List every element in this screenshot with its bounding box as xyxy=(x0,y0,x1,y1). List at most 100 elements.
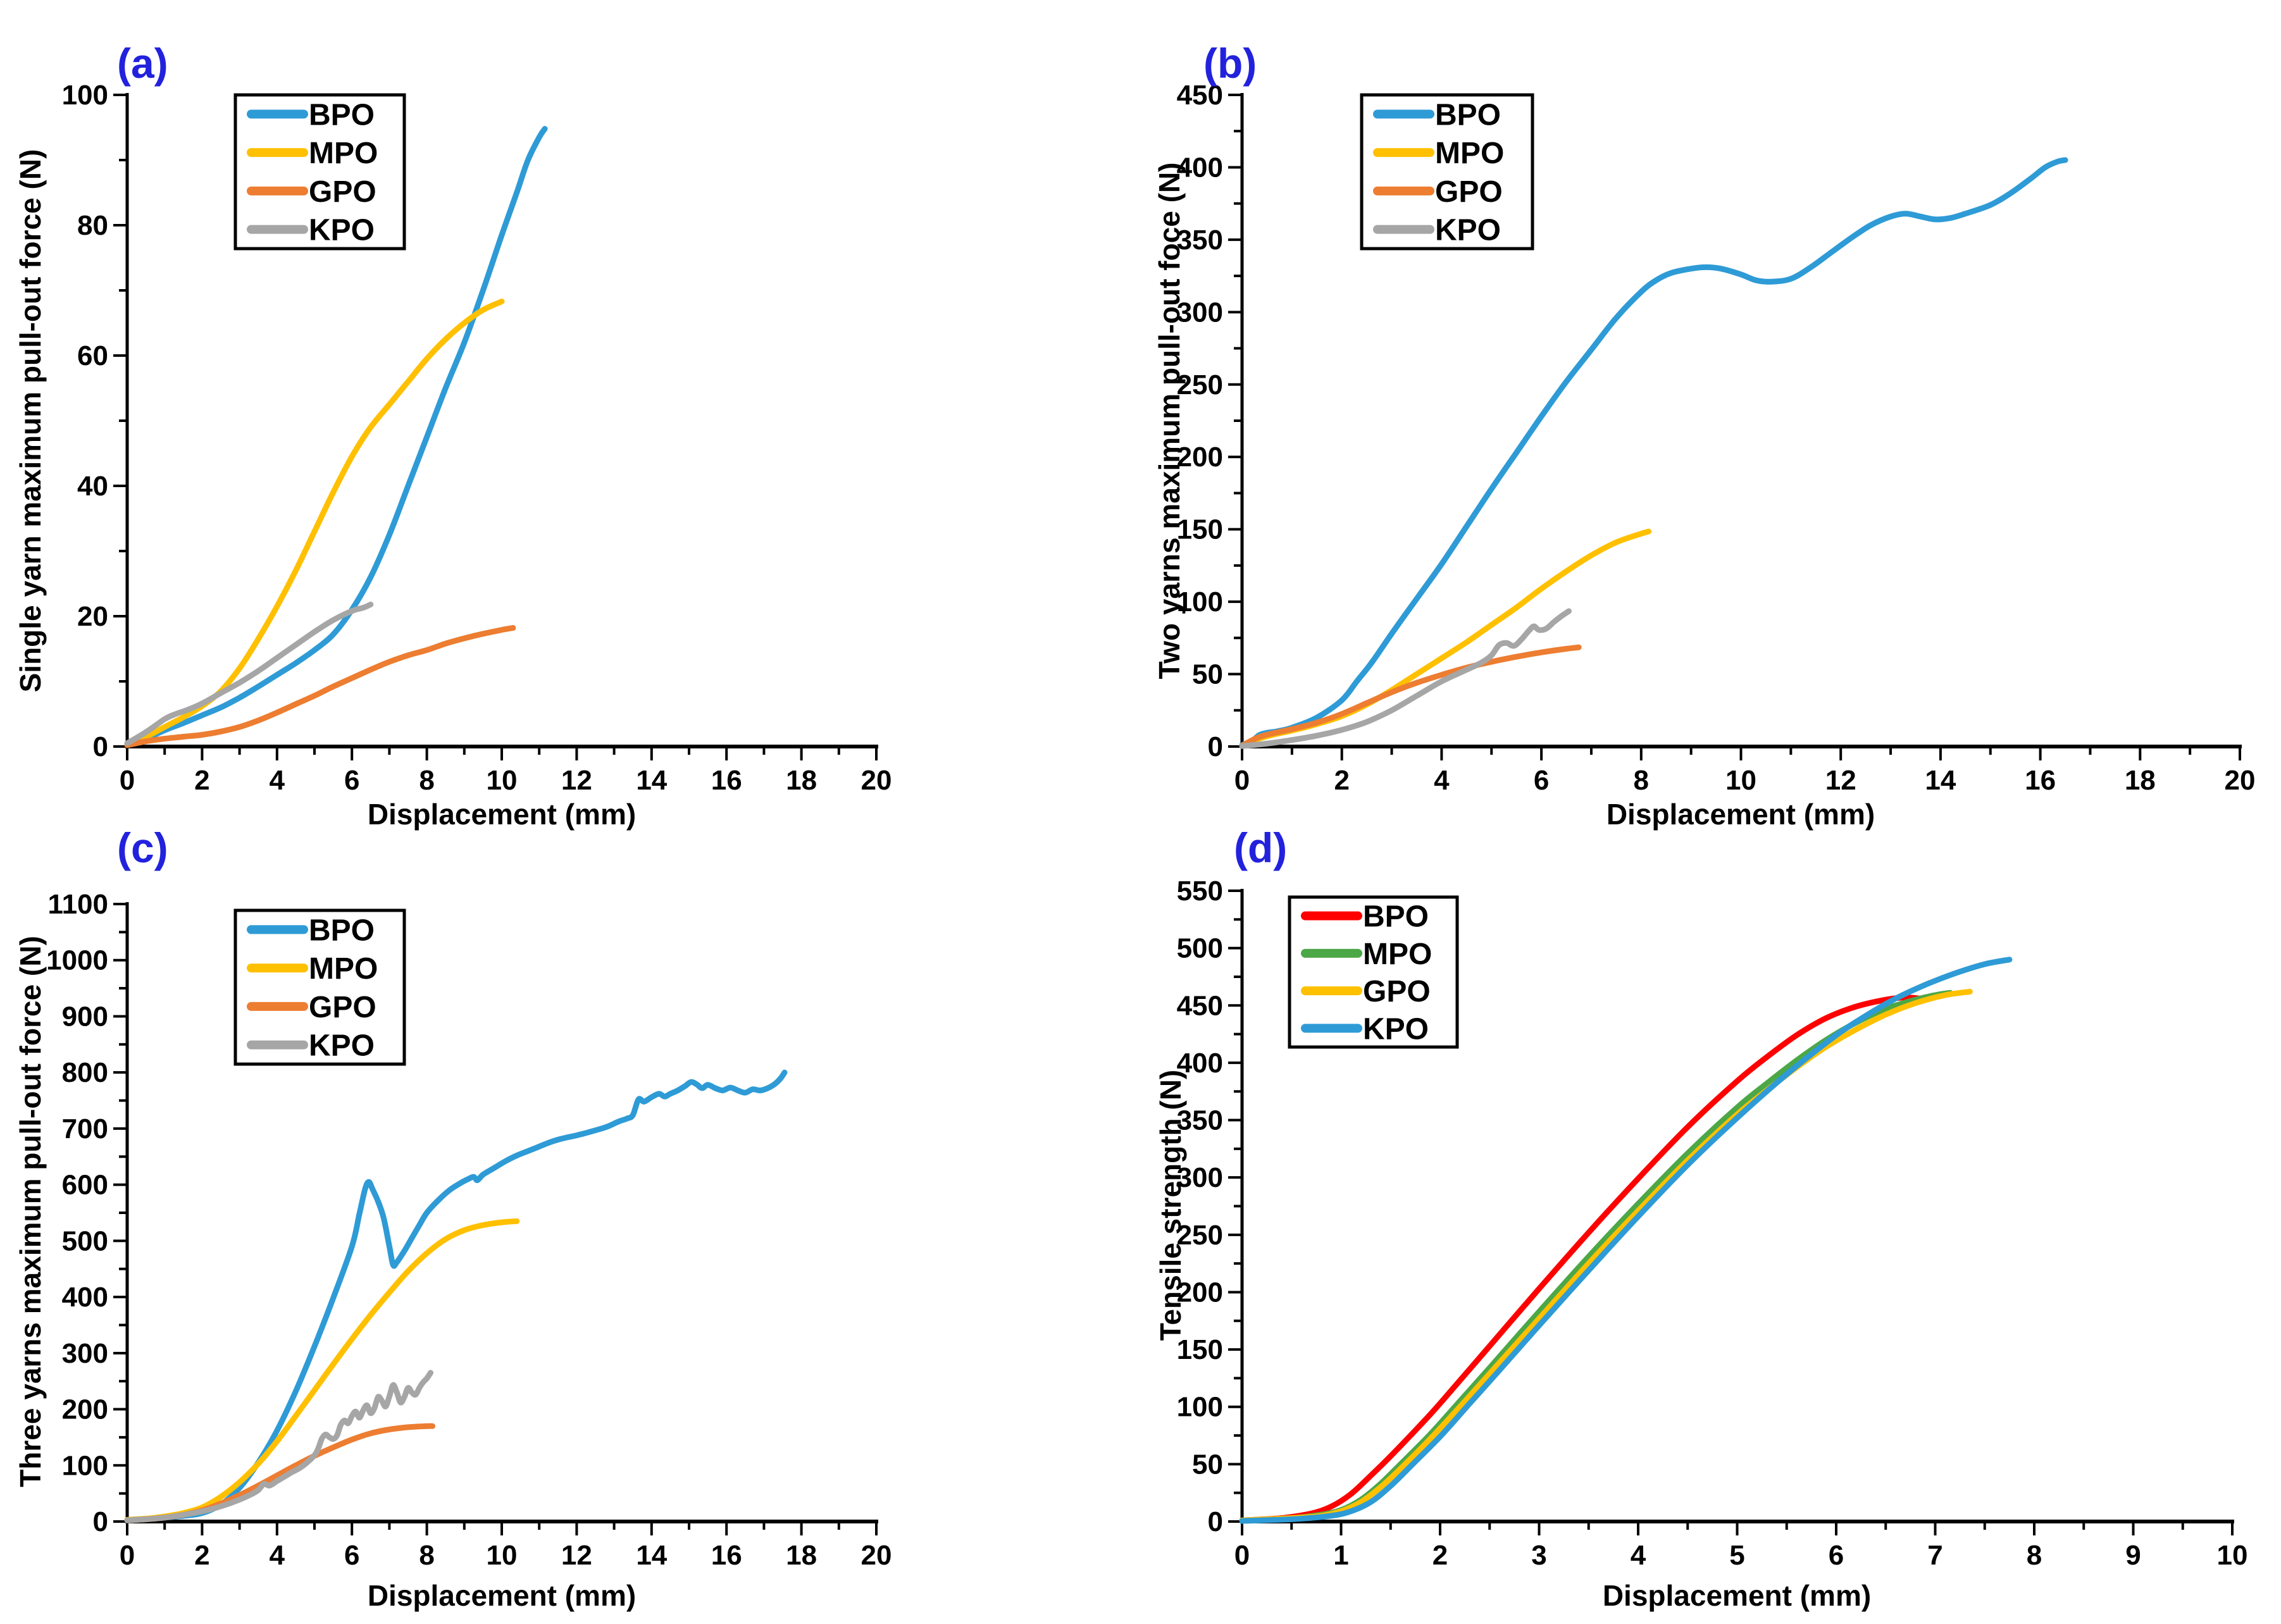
legend-label-KPO: KPO xyxy=(309,1029,375,1063)
x-tick-label: 16 xyxy=(711,1540,742,1571)
y-tick-label: 150 xyxy=(1177,1334,1223,1365)
y-tick-label: 1000 xyxy=(46,945,108,976)
series-BPO-line xyxy=(1239,995,1924,1523)
panel-c: 0 2 4 6 8 10 12 14 16 18 2001002003004005006007008… xyxy=(46,889,892,1571)
y-tick-label: 50 xyxy=(1192,1449,1223,1480)
x-tick-label: 16 xyxy=(711,765,742,796)
legend-label-KPO: KPO xyxy=(1435,214,1501,247)
x-tick-label: 6 xyxy=(1534,765,1549,796)
x-tick-label: 8 xyxy=(419,765,434,796)
legend-label-BPO: BPO xyxy=(309,98,375,132)
y-tick-label: 300 xyxy=(1177,297,1223,328)
series-KPO-line xyxy=(124,1370,433,1523)
x-tick-label: 12 xyxy=(1825,765,1856,796)
y-tick-label: 400 xyxy=(62,1282,108,1313)
y-tick-label: 500 xyxy=(62,1225,108,1256)
panel-c-x-axis-title: Displacement (mm) xyxy=(367,1579,637,1612)
series-BPO-line xyxy=(124,126,548,748)
x-tick-label: 3 xyxy=(1531,1540,1546,1571)
series-BPO-line xyxy=(1239,157,2068,748)
y-tick-label: 0 xyxy=(93,1506,108,1537)
legend-label-GPO: GPO xyxy=(1435,175,1503,209)
x-tick-label: 10 xyxy=(1725,765,1756,796)
legend-box-b xyxy=(1360,93,1534,251)
y-tick-label: 250 xyxy=(1177,369,1223,400)
y-tick-label: 500 xyxy=(1177,933,1223,964)
x-tick-label: 2 xyxy=(1433,1540,1448,1571)
y-tick-label: 200 xyxy=(1177,442,1223,473)
x-tick-label: 18 xyxy=(786,765,817,796)
y-tick-label: 20 xyxy=(77,601,108,632)
y-tick-label: 0 xyxy=(1208,731,1223,762)
y-tick-label: 60 xyxy=(77,340,108,371)
y-tick-label: 400 xyxy=(1177,1048,1223,1079)
y-tick-label: 300 xyxy=(1177,1162,1223,1193)
y-tick-label: 0 xyxy=(93,731,108,762)
x-tick-label: 0 xyxy=(120,765,135,796)
series-KPO-line xyxy=(124,602,374,747)
y-tick-label: 100 xyxy=(62,80,108,111)
series-MPO-line xyxy=(124,1218,520,1523)
y-tick-label: 50 xyxy=(1192,659,1223,690)
x-tick-label: 1 xyxy=(1333,1540,1348,1571)
x-tick-label: 14 xyxy=(636,765,667,796)
x-tick-label: 4 xyxy=(1631,1540,1646,1571)
panel-b-x-axis-title: Displacement (mm) xyxy=(1606,798,1875,831)
x-tick-label: 6 xyxy=(344,1540,359,1571)
x-tick-label: 14 xyxy=(1925,765,1956,796)
x-tick-label: 14 xyxy=(636,1540,667,1571)
y-tick-label: 300 xyxy=(62,1338,108,1369)
x-tick-label: 10 xyxy=(2217,1540,2248,1571)
y-tick-label: 80 xyxy=(77,210,108,241)
legend-box-a xyxy=(233,93,406,251)
legend-label-MPO: MPO xyxy=(309,137,378,170)
x-tick-label: 2 xyxy=(194,765,209,796)
panel-d-x-axis-title: Displacement (mm) xyxy=(1602,1579,1872,1612)
panel-c-letter: (c) xyxy=(117,824,168,871)
series-MPO-line xyxy=(124,299,505,747)
legend-label-GPO: GPO xyxy=(1363,975,1431,1008)
x-tick-label: 6 xyxy=(1829,1540,1844,1571)
x-tick-label: 8 xyxy=(419,1540,434,1571)
legend-label-MPO: MPO xyxy=(309,952,378,986)
y-tick-label: 800 xyxy=(62,1057,108,1088)
panel-a-letter: (a) xyxy=(117,40,168,87)
panel-a-x-axis-title: Displacement (mm) xyxy=(367,798,637,831)
y-tick-label: 350 xyxy=(1177,225,1223,256)
x-tick-label: 7 xyxy=(1927,1540,1942,1571)
panel-b-letter: (b) xyxy=(1203,40,1257,87)
y-tick-label: 450 xyxy=(1177,990,1223,1021)
y-tick-label: 900 xyxy=(62,1001,108,1032)
series-GPO-line xyxy=(1239,989,1973,1523)
x-tick-label: 2 xyxy=(1334,765,1349,796)
legend-label-BPO: BPO xyxy=(309,914,375,947)
y-tick-label: 700 xyxy=(62,1113,108,1144)
y-tick-label: 100 xyxy=(62,1450,108,1481)
y-tick-label: 600 xyxy=(62,1170,108,1201)
x-tick-label: 4 xyxy=(270,765,285,796)
x-tick-label: 12 xyxy=(561,765,592,796)
x-tick-label: 10 xyxy=(487,765,518,796)
y-tick-label: 400 xyxy=(1177,152,1223,183)
legend-label-BPO: BPO xyxy=(1363,900,1429,934)
legend-label-MPO: MPO xyxy=(1363,938,1432,971)
legend-label-GPO: GPO xyxy=(309,991,376,1024)
legend-label-GPO: GPO xyxy=(309,175,376,209)
panel-a: 0 2 4 6 8 10 12 14 16 18 20 0 20 40 60 80 100 BPO MPO GPO KP… xyxy=(62,80,892,796)
x-tick-label: 20 xyxy=(861,1540,892,1571)
y-tick-label: 550 xyxy=(1177,876,1223,907)
legend-label-MPO: MPO xyxy=(1435,137,1504,170)
x-tick-label: 18 xyxy=(2125,765,2156,796)
x-tick-label: 8 xyxy=(2027,1540,2042,1571)
x-tick-label: 16 xyxy=(2025,765,2056,796)
y-tick-label: 450 xyxy=(1177,80,1223,111)
y-tick-label: 150 xyxy=(1177,514,1223,545)
legend-label-BPO: BPO xyxy=(1435,98,1501,132)
series-KPO-line xyxy=(1239,957,2013,1524)
x-tick-label: 18 xyxy=(786,1540,817,1571)
x-tick-label: 12 xyxy=(561,1540,592,1571)
legend-label-KPO: KPO xyxy=(1363,1012,1429,1046)
y-tick-label: 100 xyxy=(1177,586,1223,617)
